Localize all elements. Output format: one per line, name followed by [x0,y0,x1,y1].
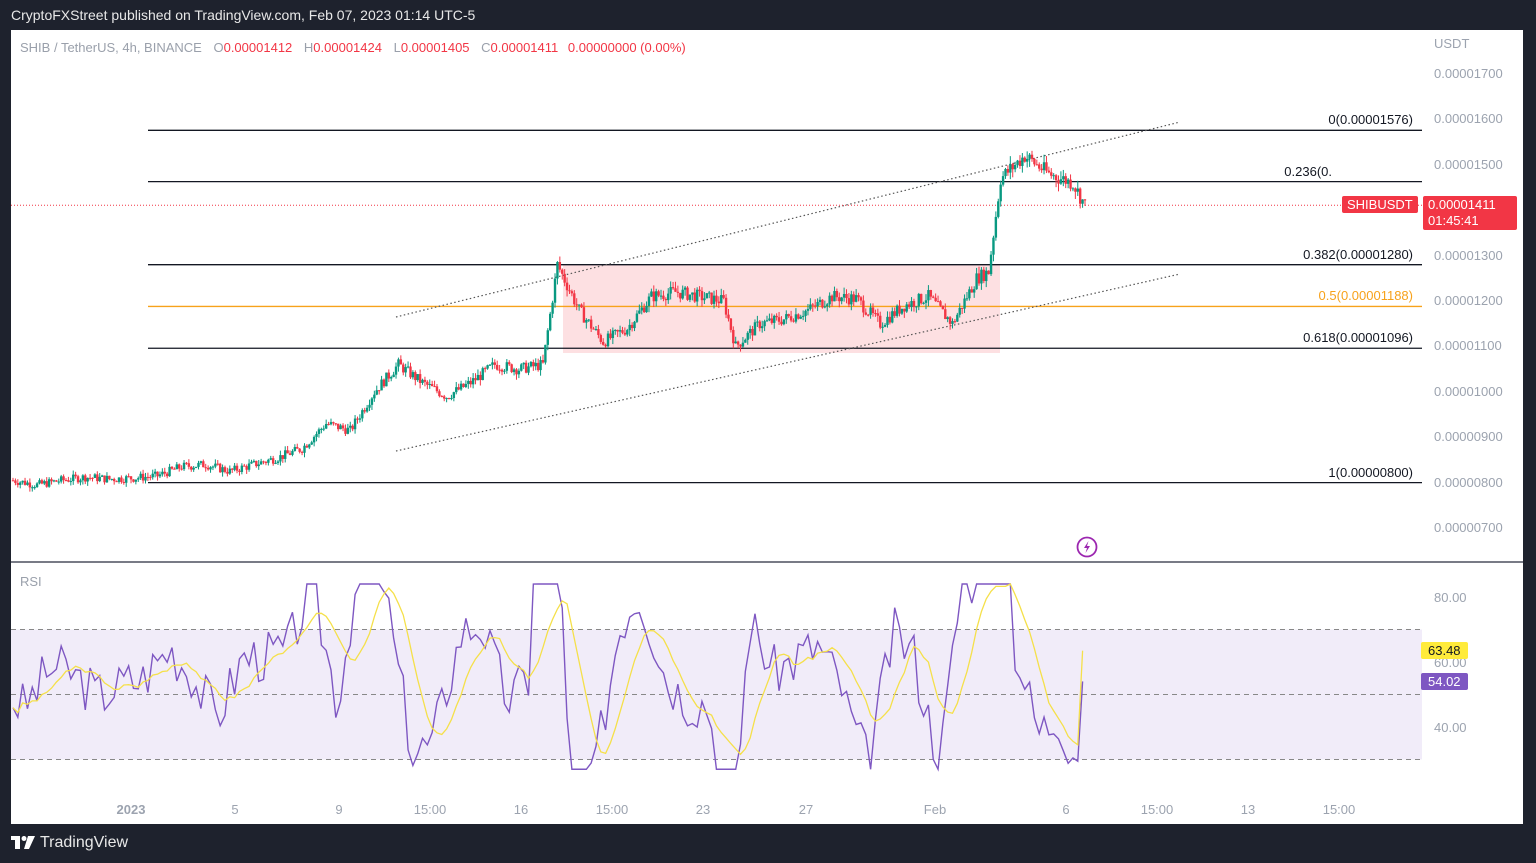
time-tick: 16 [513,802,529,817]
close-value: 0.00001411 [490,40,559,55]
price-tick: 0.00001500 [1434,156,1503,172]
fib-level-label: 0.382(0.00001280) [1303,246,1413,262]
last-price-tag: 0.00001411 01:45:41 [1423,196,1517,230]
rsi-value-tag: 54.02 [1421,673,1468,690]
rsi-title: RSI [20,574,42,589]
rsi-tick-80: 80.00 [1434,590,1467,605]
time-tick: 27 [798,802,814,817]
last-price: 0.00001411 [1428,197,1496,212]
high-value: 0.00001424 [313,40,382,55]
low-value: 0.00001405 [400,40,470,55]
time-tick: 15:00 [595,802,629,817]
price-tick: 0.00001100 [1434,338,1502,354]
fib-level-label: 0.5(0.00001188) [1318,288,1413,304]
change-value: 0.00000000 (0.00%) [567,40,686,55]
price-tick: 0.00001000 [1434,383,1503,399]
fib-level-label: 0.236(0. [1284,163,1332,179]
footer-brand: TradingView [40,834,129,851]
time-tick: 23 [695,802,711,817]
fib-level-label: 0(0.00001576) [1328,112,1413,128]
open-value: 0.00001412 [223,40,293,55]
time-tick: 13 [1240,802,1256,817]
publish-bar: CryptoFXStreet published on TradingView.… [0,0,1536,30]
price-tick: 0.00001200 [1434,293,1503,308]
time-tick: Feb [923,802,947,817]
price-tick: 0.00001700 [1434,66,1503,81]
rsi-ma-value-tag: 63.48 [1421,642,1468,659]
symbol-price-tag: SHIBUSDT [1342,196,1418,213]
pane-separator[interactable] [11,561,1523,563]
price-tick: 0.00001600 [1434,111,1503,127]
price-tick: 0.00000800 [1434,474,1503,490]
time-tick: 5 [231,802,239,817]
rsi-tick-40: 40.00 [1434,720,1467,735]
symbol-legend: SHIB / TetherUS, 4h, BINANCE O0.00001412… [20,40,686,55]
tradingview-logo[interactable]: TradingView [11,834,128,852]
fib-level-label: 1(0.00000800) [1328,464,1413,480]
time-tick: 15:00 [413,802,447,817]
lightning-icon[interactable] [1076,536,1098,558]
price-tick: 0.00000700 [1434,520,1503,535]
time-tick: 15:00 [1140,802,1174,817]
symbol-name: SHIB / TetherUS, 4h, BINANCE [20,40,202,55]
bar-countdown: 01:45:41 [1428,213,1479,228]
time-tick: 9 [335,802,343,817]
publish-text: CryptoFXStreet published on TradingView.… [11,7,476,23]
price-tick: 0.00001300 [1434,247,1503,263]
time-tick: 15:00 [1322,802,1356,817]
tv-logo-icon [11,836,35,849]
time-tick: 6 [1062,802,1070,817]
fib-level-label: 0.618(0.00001096) [1303,330,1413,346]
time-tick: 2023 [116,802,146,817]
price-axis-unit: USDT [1434,36,1470,51]
price-tick: 0.00000900 [1434,429,1503,445]
